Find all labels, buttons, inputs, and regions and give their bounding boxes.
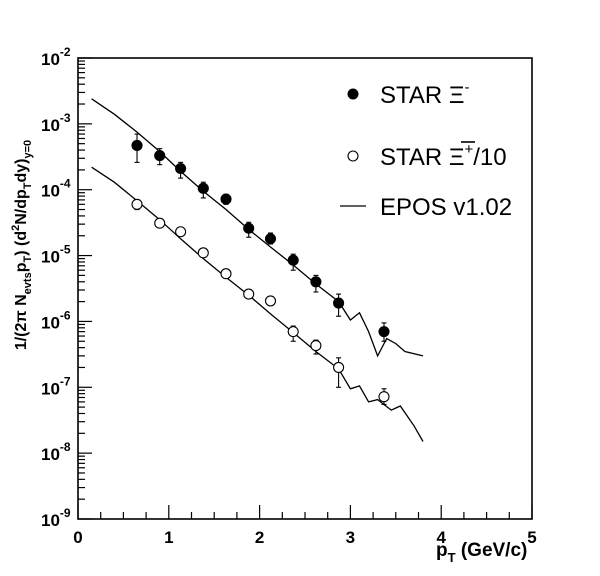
y-tick-label: 10-3	[41, 111, 71, 135]
xi-minus-point	[175, 161, 187, 179]
xi-minus-point	[220, 193, 232, 205]
x-tick-label: 5	[527, 528, 536, 547]
legend-open-circle-icon	[347, 150, 359, 162]
legend-label-1: STAR Ξ-	[380, 79, 470, 109]
xi-minus-point	[131, 133, 143, 163]
filled-marker	[333, 297, 345, 309]
filled-marker	[378, 326, 390, 338]
anti-xi-point	[175, 226, 187, 238]
y-tick-label: 10-5	[41, 243, 71, 267]
y-tick-label: 10-2	[41, 45, 71, 69]
anti-xi-point	[243, 288, 255, 300]
xi-minus-point	[333, 293, 345, 317]
xi-minus-point	[264, 232, 277, 245]
xi-minus-point	[310, 274, 322, 293]
open-marker	[243, 288, 255, 300]
open-marker	[220, 268, 232, 280]
filled-marker	[131, 139, 143, 152]
anti-xi-point	[287, 325, 299, 342]
data-points	[131, 133, 390, 405]
epos-curve-2	[91, 166, 424, 442]
xi-minus-point	[243, 221, 255, 238]
y-tick-label: 10-8	[41, 440, 71, 464]
open-marker	[310, 340, 322, 352]
x-tick-label: 4	[436, 528, 446, 547]
x-tick-label: 3	[346, 528, 355, 547]
open-marker	[131, 198, 143, 210]
y-tick-label: 10-6	[41, 308, 71, 332]
anti-xi-point	[220, 268, 232, 280]
legend-filled-circle-icon	[347, 88, 359, 100]
open-marker	[333, 361, 345, 374]
x-tick-label: 2	[255, 528, 264, 547]
anti-xi-point	[131, 198, 143, 211]
xi-minus-point	[154, 148, 166, 166]
filled-marker	[197, 182, 209, 194]
filled-marker	[154, 150, 166, 162]
y-tick-label: 10-7	[41, 374, 71, 398]
epos-curves	[91, 98, 424, 442]
open-marker	[154, 217, 166, 229]
filled-marker	[220, 193, 232, 205]
plot-frame	[77, 57, 533, 520]
anti-xi-point	[310, 339, 322, 355]
anti-xi-point	[197, 247, 209, 259]
y-tick-label: 10-9	[41, 506, 71, 530]
anti-xi-point	[264, 295, 277, 307]
anti-xi-point	[154, 217, 166, 229]
epos-curve-1	[91, 98, 424, 358]
xi-minus-point	[197, 181, 209, 199]
open-marker	[175, 226, 187, 238]
open-marker	[378, 391, 390, 403]
filled-marker	[243, 222, 255, 234]
filled-marker	[310, 276, 322, 288]
y-axis-title: 1/(2π NevtspT) (d2N/dpTdy)y=0	[10, 140, 34, 350]
x-tick-label: 1	[164, 528, 173, 547]
open-marker	[287, 326, 299, 338]
x-axis-title: pT (GeV/c)	[436, 540, 527, 565]
xi-minus-point	[287, 253, 299, 271]
legend-label-2: STAR Ξ+/10	[380, 141, 507, 171]
axes: 0 1 2 3 4 5 10-9 10-8 10-7 10-6 10-5 10-4 10-3 10-2 pT…	[10, 45, 537, 565]
xi-minus-point	[378, 322, 390, 342]
anti-xi-point	[378, 388, 390, 405]
filled-marker	[287, 254, 299, 266]
anti-xi-point	[333, 357, 345, 388]
open-marker	[197, 247, 209, 259]
legend: STAR Ξ- STAR Ξ+/10 EPOS v1.02	[340, 79, 512, 221]
legend-label-3: EPOS v1.02	[380, 194, 512, 221]
open-marker	[264, 295, 277, 307]
x-tick-label: 0	[73, 528, 82, 547]
filled-marker	[175, 162, 187, 175]
filled-marker	[264, 233, 277, 245]
y-tick-label: 10-4	[41, 177, 71, 201]
